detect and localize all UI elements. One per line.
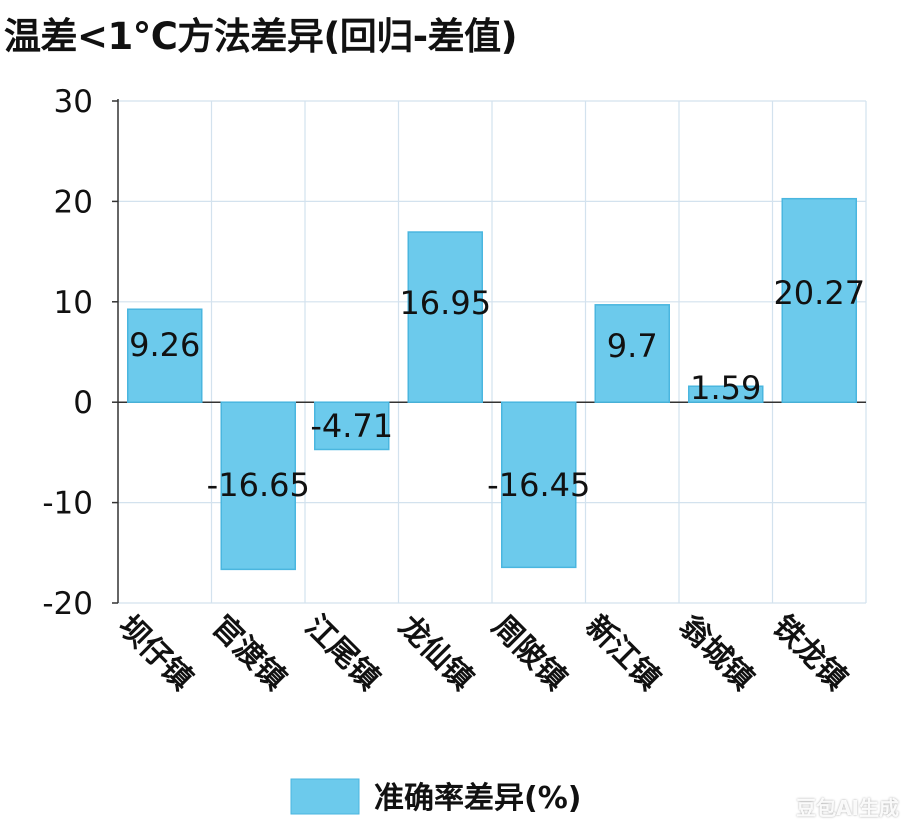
y-tick-label-4: -10 xyxy=(42,486,93,522)
x-tick-label-6: 翁城镇 xyxy=(672,609,760,697)
x-tick-labels: 坝仔镇 官渡镇 江尾镇 龙仙镇 周陂镇 新江镇 翁城镇 铁龙镇 xyxy=(111,609,854,697)
x-tick-label-4: 周陂镇 xyxy=(485,609,573,697)
data-labels: 9.26 -16.65-4.71 16.95 -16.45 9.7 1.59 20.27 xyxy=(129,274,865,504)
data-label-7: 20.27 xyxy=(773,274,865,312)
bar-6 xyxy=(688,385,764,403)
watermark: 豆包AI生成 xyxy=(796,796,899,820)
y-tick-labels: 30 20 10 0 -10 -20 xyxy=(42,84,118,622)
chart-title: 温差<1°C方法差异(回归-差值) xyxy=(4,15,518,58)
x-tick-label-5: 新江镇 xyxy=(579,609,667,697)
y-tick-label-1: 20 xyxy=(54,184,93,220)
data-label-3: 16.95 xyxy=(399,284,491,322)
x-tick-label-0: 坝仔镇 xyxy=(111,609,199,697)
data-label-2: -4.71 xyxy=(310,407,393,445)
legend: 准确率差异(%) xyxy=(290,778,581,816)
x-tick-label-1: 官渡镇 xyxy=(205,609,293,697)
y-tick-label-0: 30 xyxy=(54,84,93,120)
data-label-4: -16.45 xyxy=(487,466,590,504)
bar-4 xyxy=(501,401,577,569)
y-tick-label-3: 0 xyxy=(73,385,93,421)
legend-label: 准确率差异(%) xyxy=(374,781,581,816)
data-label-1: -16.65 xyxy=(207,466,310,504)
grid-lines xyxy=(118,100,867,604)
y-tick-label-2: 10 xyxy=(54,285,93,321)
bar-1 xyxy=(220,401,296,571)
data-label-6: 1.59 xyxy=(690,369,761,407)
bar-7 xyxy=(781,197,857,403)
data-label-0: 9.26 xyxy=(129,326,200,364)
x-tick-label-2: 江尾镇 xyxy=(298,609,386,697)
bar-5 xyxy=(594,304,670,403)
bar-0 xyxy=(127,308,203,403)
x-tick-label-7: 铁龙镇 xyxy=(766,609,854,697)
x-tick-label-3: 龙仙镇 xyxy=(392,609,480,697)
bar-3 xyxy=(407,231,483,403)
legend-swatch xyxy=(290,778,360,815)
bars xyxy=(127,197,857,571)
data-label-5: 9.7 xyxy=(607,327,658,365)
y-tick-label-5: -20 xyxy=(42,586,93,622)
bar-2 xyxy=(314,401,390,451)
